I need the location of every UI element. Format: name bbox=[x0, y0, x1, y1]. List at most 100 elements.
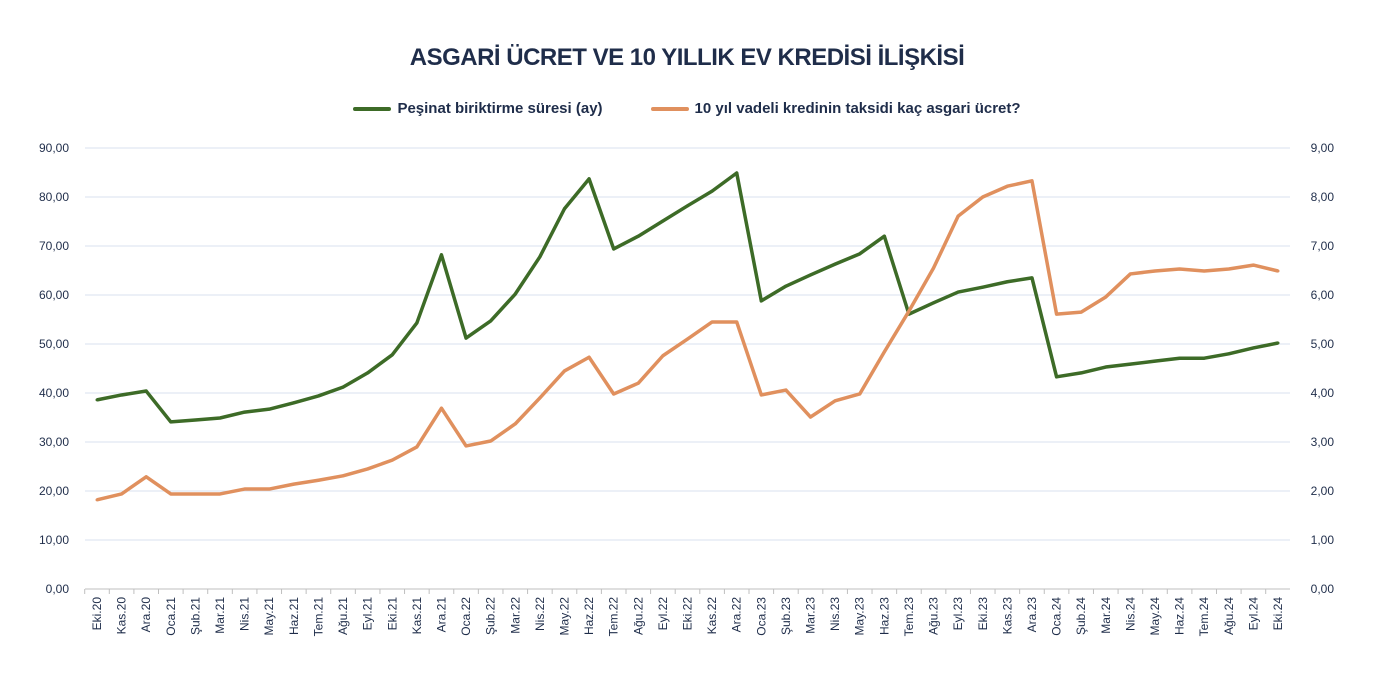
data-point bbox=[120, 393, 124, 397]
data-point bbox=[243, 487, 247, 491]
data-point bbox=[1104, 365, 1108, 369]
data-point bbox=[218, 492, 222, 496]
y-left-tick-label: 20,00 bbox=[39, 484, 69, 498]
y-right-tick-label: 3,00 bbox=[1311, 435, 1335, 449]
data-point bbox=[636, 381, 640, 385]
data-point bbox=[1227, 352, 1231, 356]
y-right-tick-label: 5,00 bbox=[1311, 337, 1335, 351]
x-tick-label: Nis.24 bbox=[1123, 597, 1137, 631]
data-point bbox=[1251, 263, 1255, 267]
data-point bbox=[1153, 359, 1157, 363]
data-point bbox=[661, 219, 665, 223]
x-tick-label: Haz.24 bbox=[1173, 597, 1187, 635]
data-point bbox=[686, 337, 689, 341]
data-point bbox=[169, 420, 173, 424]
y-right-tick-label: 1,00 bbox=[1311, 533, 1335, 547]
x-tick-label: Ağu.22 bbox=[631, 597, 645, 635]
x-tick-label: Eki.20 bbox=[90, 597, 104, 631]
x-tick-label: Eyl.21 bbox=[361, 597, 375, 631]
series-line-down-payment bbox=[96, 171, 1279, 424]
data-point bbox=[1030, 276, 1034, 280]
x-tick-label: Eyl.22 bbox=[656, 597, 670, 631]
data-point bbox=[439, 406, 443, 410]
data-point bbox=[612, 247, 616, 251]
x-tick-label: Eki.21 bbox=[385, 597, 399, 631]
x-tick-label: Tem.22 bbox=[607, 597, 621, 637]
legend-label: Peşinat biriktirme süresi (ay) bbox=[397, 100, 603, 117]
y-left-tick-label: 90,00 bbox=[39, 141, 69, 155]
data-point bbox=[1055, 312, 1059, 316]
data-point bbox=[1079, 371, 1083, 375]
x-tick-label: Mar.21 bbox=[213, 597, 227, 634]
data-point bbox=[1227, 267, 1231, 271]
data-point bbox=[144, 389, 148, 393]
x-tick-label: Oca.21 bbox=[164, 597, 178, 636]
data-point bbox=[1276, 341, 1280, 345]
x-tick-label: Nis.22 bbox=[533, 597, 547, 631]
x-tick-label: Eyl.24 bbox=[1246, 597, 1260, 631]
data-point bbox=[907, 309, 911, 313]
data-point bbox=[489, 439, 493, 443]
y-right-tick-label: 7,00 bbox=[1311, 239, 1335, 253]
x-tick-label: Mar.24 bbox=[1099, 597, 1113, 634]
y-left-tick-label: 10,00 bbox=[39, 533, 69, 547]
x-tick-label: Kas.22 bbox=[705, 597, 719, 635]
data-point bbox=[243, 410, 247, 414]
x-tick-label: Eki.23 bbox=[976, 597, 990, 631]
data-point bbox=[833, 262, 837, 266]
data-point bbox=[464, 444, 468, 448]
data-point bbox=[784, 284, 788, 288]
data-point bbox=[710, 320, 714, 324]
data-point bbox=[1178, 267, 1182, 271]
data-point bbox=[882, 350, 886, 354]
data-point bbox=[513, 292, 517, 296]
y-left-tick-label: 70,00 bbox=[39, 239, 69, 253]
x-tick-label: Şub.22 bbox=[484, 597, 498, 635]
data-point bbox=[390, 458, 394, 462]
y-right-tick-label: 4,00 bbox=[1311, 386, 1335, 400]
y-left-tick-label: 0,00 bbox=[46, 582, 70, 596]
data-point bbox=[489, 319, 493, 323]
y-left-tick-label: 30,00 bbox=[39, 435, 69, 449]
x-tick-label: Ağu.23 bbox=[927, 597, 941, 635]
y-right-tick-label: 9,00 bbox=[1311, 141, 1335, 155]
data-point bbox=[759, 299, 763, 303]
x-tick-label: Haz.21 bbox=[287, 597, 301, 635]
data-point bbox=[956, 290, 960, 294]
data-point bbox=[1128, 362, 1132, 366]
data-point bbox=[415, 445, 419, 449]
data-point bbox=[95, 398, 99, 402]
y-left-tick-label: 60,00 bbox=[39, 288, 69, 302]
x-tick-label: Haz.23 bbox=[877, 597, 891, 635]
data-point bbox=[169, 492, 173, 496]
x-tick-label: Tem.21 bbox=[311, 597, 325, 637]
x-tick-label: May.21 bbox=[262, 597, 276, 636]
x-tick-label: Tem.24 bbox=[1197, 597, 1211, 637]
data-point bbox=[809, 273, 813, 277]
data-point bbox=[587, 355, 591, 359]
data-point bbox=[932, 301, 936, 305]
x-tick-label: Tem.23 bbox=[902, 597, 916, 637]
data-point bbox=[1079, 310, 1083, 314]
y-left-tick-label: 40,00 bbox=[39, 386, 69, 400]
x-tick-label: Şub.21 bbox=[188, 597, 202, 635]
y-right-tick-label: 6,00 bbox=[1311, 288, 1335, 302]
x-tick-label: Şub.23 bbox=[779, 597, 793, 635]
data-point bbox=[390, 353, 394, 357]
data-point bbox=[144, 475, 148, 479]
legend: Peşinat biriktirme süresi (ay) 10 yıl va… bbox=[0, 100, 1374, 117]
x-tick-label: Ara.21 bbox=[434, 597, 448, 633]
data-point bbox=[1153, 269, 1157, 273]
x-tick-label: Ağu.24 bbox=[1222, 597, 1236, 635]
data-point bbox=[341, 385, 345, 389]
x-tick-label: Ağu.21 bbox=[336, 597, 350, 635]
data-point bbox=[464, 336, 468, 340]
data-point bbox=[858, 252, 862, 256]
data-point bbox=[513, 422, 517, 426]
data-point bbox=[1251, 346, 1255, 350]
y-left-tick-label: 50,00 bbox=[39, 337, 69, 351]
data-point bbox=[193, 492, 197, 496]
x-tick-label: May.23 bbox=[853, 597, 867, 636]
data-point bbox=[193, 418, 197, 422]
